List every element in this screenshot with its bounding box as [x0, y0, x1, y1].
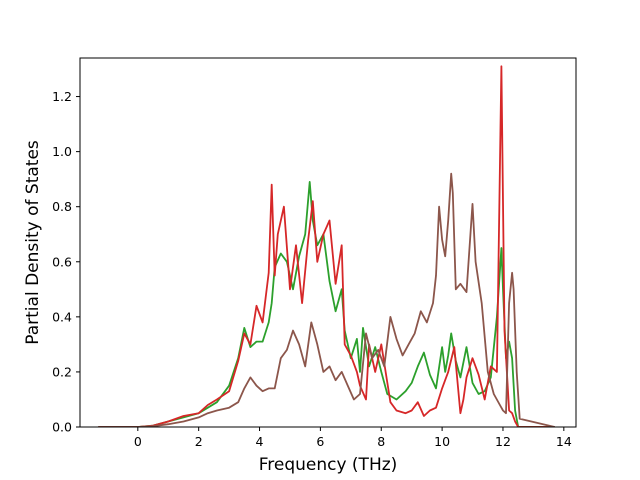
- y-tick-label: 1.2: [52, 89, 72, 104]
- plot-area: [98, 65, 555, 427]
- y-axis-title: Partial Density of States: [23, 140, 43, 345]
- x-tick-label: 6: [316, 434, 324, 449]
- y-tick-label: 0.2: [52, 364, 72, 379]
- x-tick-label: 4: [256, 434, 264, 449]
- series-line-2: [98, 65, 555, 427]
- y-tick-label: 1.0: [52, 144, 72, 159]
- y-tick-label: 0.8: [52, 199, 72, 214]
- x-tick-label: 10: [434, 434, 450, 449]
- x-tick-label: 12: [495, 434, 511, 449]
- series-line-3: [98, 172, 555, 427]
- x-tick-label: 8: [377, 434, 385, 449]
- y-tick-label: 0.6: [52, 254, 72, 269]
- x-axis-ticks: 0 2 4 6 8 10 12 14: [134, 427, 572, 449]
- x-tick-label: 2: [195, 434, 203, 449]
- x-tick-label: 14: [556, 434, 572, 449]
- y-tick-label: 0.0: [52, 420, 72, 435]
- y-axis-ticks: 0.0 0.2 0.4 0.6 0.8 1.0 1.2: [52, 89, 80, 435]
- x-tick-label: 0: [134, 434, 142, 449]
- x-axis-title: Frequency (THz): [259, 455, 398, 475]
- y-tick-label: 0.4: [52, 309, 72, 324]
- axes-frame: [79, 57, 577, 428]
